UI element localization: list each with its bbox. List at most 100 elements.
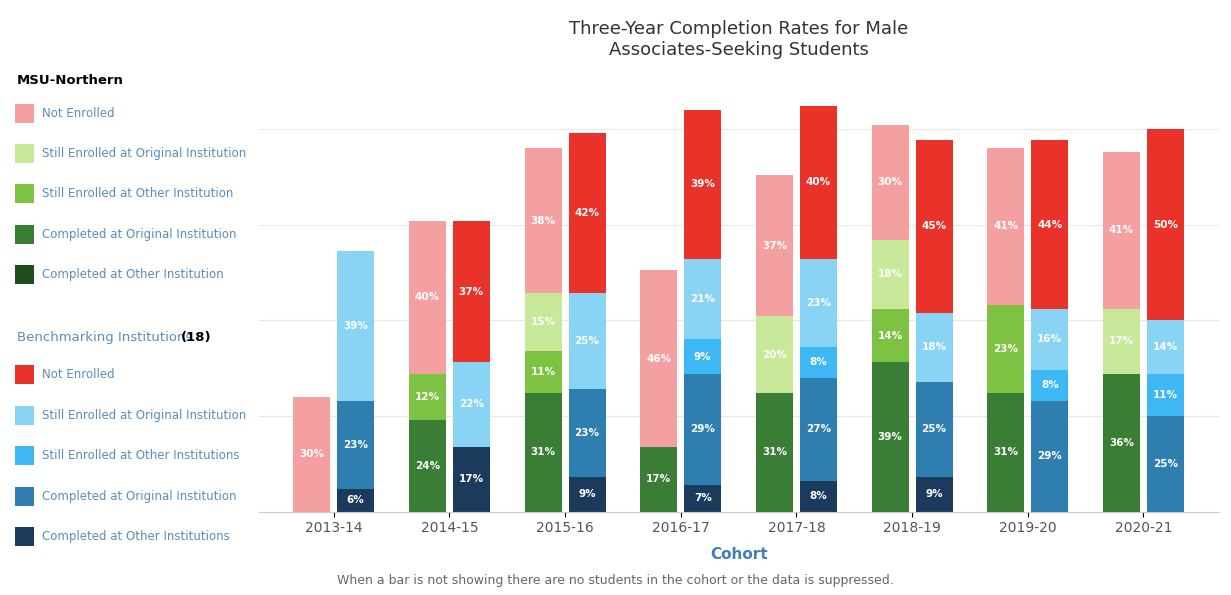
Text: When a bar is not showing there are no students in the cohort or the data is sup: When a bar is not showing there are no s… [337, 574, 894, 587]
Bar [453, 362, 490, 447]
Text: 14%: 14% [1153, 342, 1178, 352]
Bar [872, 125, 908, 240]
Bar [1103, 309, 1140, 374]
Text: Completed at Original Institution: Completed at Original Institution [42, 228, 236, 241]
Text: 45%: 45% [922, 221, 947, 231]
Bar [684, 339, 721, 374]
Text: 37%: 37% [459, 287, 484, 296]
Bar [569, 293, 606, 389]
Bar [1032, 370, 1069, 400]
Text: 8%: 8% [810, 491, 827, 502]
Text: 11%: 11% [531, 367, 555, 377]
Text: Still Enrolled at Other Institution: Still Enrolled at Other Institution [42, 187, 233, 201]
Bar [1103, 374, 1140, 512]
Bar [684, 374, 721, 485]
Text: 21%: 21% [691, 294, 715, 304]
Bar [640, 447, 677, 512]
Text: 11%: 11% [1153, 390, 1178, 400]
Bar [453, 221, 490, 362]
Bar [524, 293, 561, 351]
Text: 41%: 41% [993, 221, 1018, 231]
Text: 7%: 7% [694, 493, 712, 503]
Bar [916, 140, 953, 312]
Bar [916, 312, 953, 381]
Text: 17%: 17% [459, 474, 484, 484]
Text: MSU-Northern: MSU-Northern [17, 74, 124, 87]
Bar [1103, 152, 1140, 309]
Text: 23%: 23% [575, 428, 599, 438]
Text: 25%: 25% [575, 336, 599, 346]
Text: Completed at Other Institutions: Completed at Other Institutions [42, 530, 230, 543]
Text: 18%: 18% [878, 270, 902, 279]
Bar [524, 351, 561, 393]
Text: 41%: 41% [1109, 226, 1134, 235]
Text: 29%: 29% [691, 424, 715, 434]
Text: 30%: 30% [299, 449, 324, 459]
Text: 40%: 40% [806, 177, 831, 187]
Text: 31%: 31% [762, 447, 787, 458]
Bar [987, 393, 1024, 512]
Bar [337, 251, 374, 400]
Text: Still Enrolled at Original Institution: Still Enrolled at Original Institution [42, 409, 246, 422]
Bar [569, 133, 606, 293]
Bar [872, 240, 908, 309]
Text: 23%: 23% [993, 344, 1018, 354]
Text: Completed at Other Institution: Completed at Other Institution [42, 268, 224, 281]
Text: 39%: 39% [691, 179, 715, 189]
Text: 40%: 40% [415, 292, 439, 302]
Bar [409, 221, 446, 374]
Bar [1147, 416, 1184, 512]
Text: Benchmarking Institutions: Benchmarking Institutions [17, 331, 197, 344]
Text: 23%: 23% [343, 440, 368, 450]
Text: 22%: 22% [459, 399, 484, 409]
Text: 8%: 8% [810, 358, 827, 367]
Text: 16%: 16% [1038, 334, 1062, 345]
Bar [1032, 309, 1069, 370]
Text: 39%: 39% [878, 432, 902, 442]
Text: 38%: 38% [531, 216, 555, 226]
Text: 24%: 24% [415, 461, 439, 471]
Bar [800, 378, 837, 481]
Bar [1147, 320, 1184, 374]
Bar [1032, 140, 1069, 309]
Text: (18): (18) [181, 331, 212, 344]
Bar [293, 397, 330, 512]
Bar [409, 374, 446, 420]
Text: 27%: 27% [806, 424, 831, 434]
Bar [800, 106, 837, 259]
Bar [916, 381, 953, 477]
Text: 29%: 29% [1038, 451, 1062, 461]
Text: 42%: 42% [575, 208, 599, 218]
Text: 31%: 31% [531, 447, 555, 458]
Bar [337, 400, 374, 488]
Bar [987, 148, 1024, 305]
Text: 31%: 31% [993, 447, 1018, 458]
Bar [524, 393, 561, 512]
Bar [1032, 400, 1069, 512]
Text: Still Enrolled at Other Institutions: Still Enrolled at Other Institutions [42, 449, 239, 462]
Text: 14%: 14% [878, 331, 902, 340]
Bar [800, 481, 837, 512]
Text: 44%: 44% [1038, 220, 1062, 230]
Text: 23%: 23% [806, 298, 831, 308]
Text: Still Enrolled at Original Institution: Still Enrolled at Original Institution [42, 147, 246, 160]
Text: 9%: 9% [926, 490, 943, 499]
Bar [756, 393, 793, 512]
Bar [337, 488, 374, 512]
Bar [1147, 374, 1184, 416]
X-axis label: Cohort: Cohort [710, 547, 767, 562]
Bar [684, 485, 721, 512]
Text: 8%: 8% [1041, 380, 1059, 390]
Bar [684, 109, 721, 259]
Text: 25%: 25% [1153, 459, 1178, 469]
Text: 9%: 9% [694, 352, 712, 362]
Bar [1147, 129, 1184, 320]
Bar [409, 420, 446, 512]
Bar [453, 447, 490, 512]
Bar [569, 389, 606, 477]
Text: 39%: 39% [343, 321, 368, 331]
Bar [800, 347, 837, 378]
Bar [756, 175, 793, 317]
Bar [916, 477, 953, 512]
Bar [872, 309, 908, 362]
